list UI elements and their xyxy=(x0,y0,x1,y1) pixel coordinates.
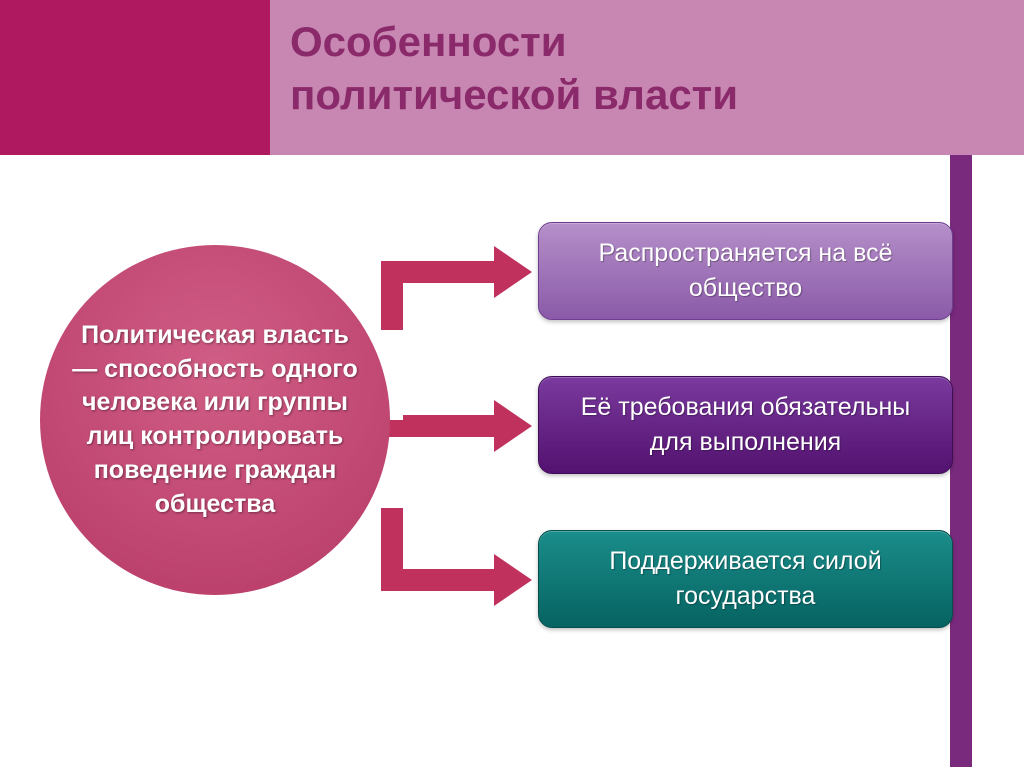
feature-box-2: Поддерживается силой государства xyxy=(538,530,953,628)
feature-text-2: Поддерживается силой государства xyxy=(563,544,928,614)
arrow-1 xyxy=(381,400,532,452)
definition-circle: Политическая власть — способность одного… xyxy=(40,245,390,595)
feature-box-0: Распространяется на всё общество xyxy=(538,222,953,320)
arrow-0 xyxy=(381,246,532,330)
feature-text-0: Распространяется на всё общество xyxy=(563,236,928,306)
feature-text-1: Её требования обязательны для выполнения xyxy=(563,390,928,460)
definition-text: Политическая власть — способность одного… xyxy=(70,319,360,522)
feature-box-1: Её требования обязательны для выполнения xyxy=(538,376,953,474)
arrow-2 xyxy=(381,508,532,606)
